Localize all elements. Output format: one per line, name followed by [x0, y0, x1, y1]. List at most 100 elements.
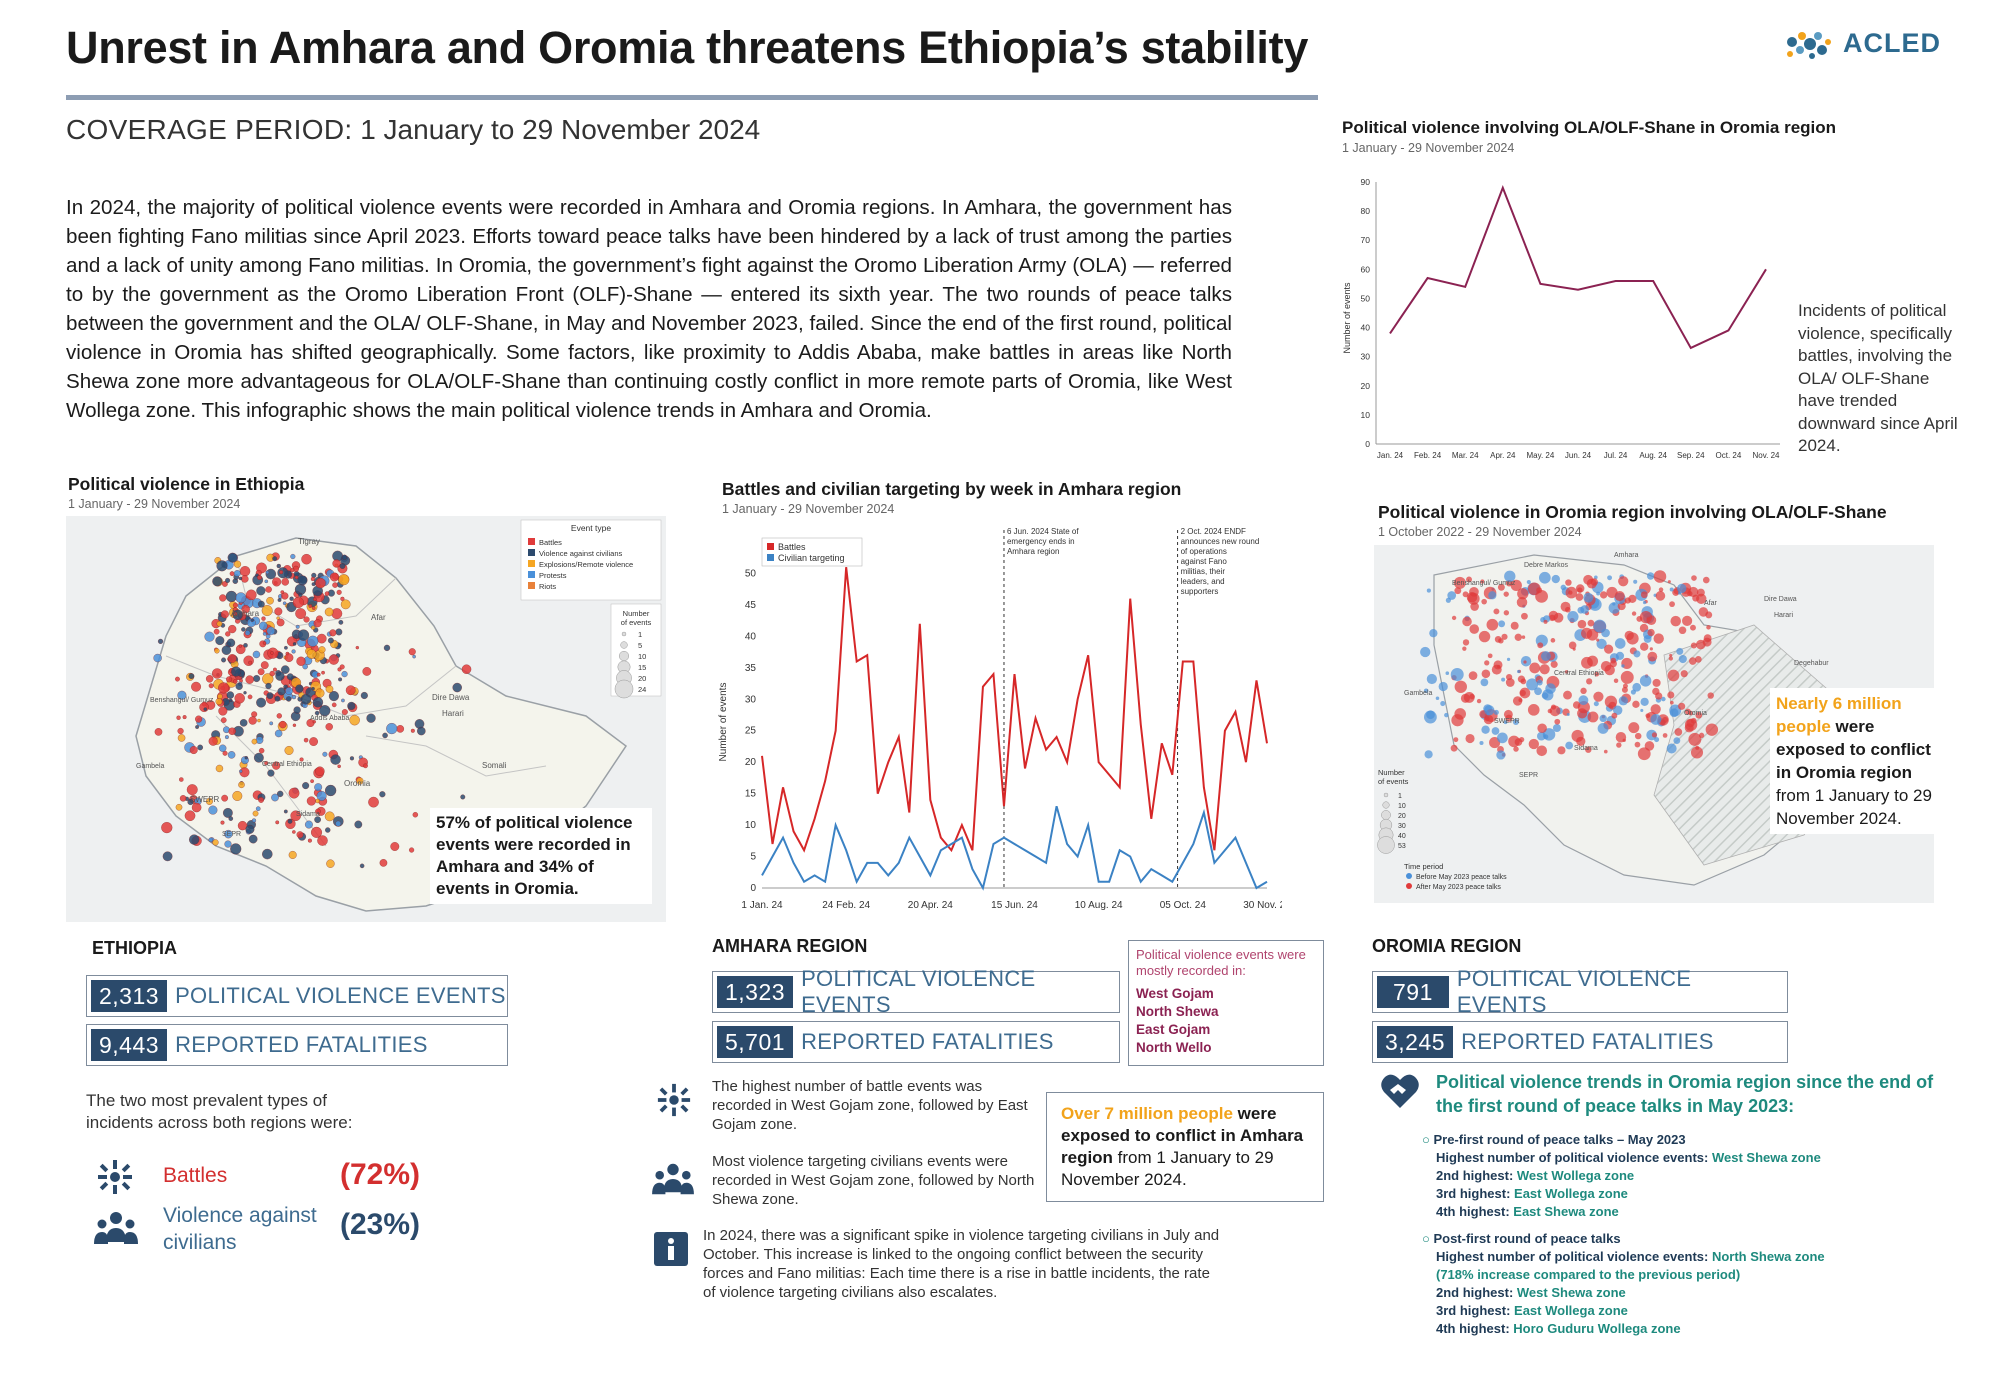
- event-dot: [272, 577, 282, 587]
- oromia-fatalities-label: REPORTED FATALITIES: [1461, 1029, 1714, 1054]
- oro-event-dot: [1666, 743, 1677, 754]
- event-dot: [332, 582, 338, 588]
- legend-label: Explosions/Remote violence: [539, 560, 633, 569]
- event-dot: [379, 791, 386, 798]
- event-dot: [248, 716, 257, 725]
- event-dot: [286, 673, 294, 681]
- oro-event-dot: [1684, 718, 1698, 731]
- oromia-event-dots: [1420, 570, 1719, 761]
- event-dot: [296, 831, 304, 839]
- oromia-map-callout: Nearly 6 million people were exposed to …: [1770, 688, 1942, 834]
- oro-event-dot: [1480, 678, 1489, 687]
- oro-event-dot: [1466, 576, 1473, 583]
- event-dot: [272, 556, 278, 562]
- event-dot: [417, 726, 426, 736]
- amhara-annotation-text: militias, their: [1181, 567, 1226, 576]
- event-dot: [303, 737, 309, 743]
- event-dot: [412, 812, 419, 818]
- event-dot: [325, 685, 334, 693]
- oro-event-dot: [1674, 728, 1683, 736]
- oro-event-dot: [1467, 592, 1480, 605]
- ola-y-tick: 40: [1361, 323, 1371, 333]
- oro-event-dot: [1447, 591, 1457, 600]
- event-dot: [319, 705, 331, 717]
- amhara-y-tick: 0: [750, 883, 756, 894]
- map-label-central: Central Ethiopia: [262, 761, 312, 768]
- oro-event-dot: [1590, 578, 1598, 586]
- event-dot: [225, 631, 231, 637]
- event-dot: [301, 554, 312, 565]
- pre-title: Pre-first round of peace talks – May 202…: [1433, 1132, 1686, 1147]
- event-dot: [257, 668, 265, 676]
- oro-label-oromia: Oromia: [1684, 710, 1707, 717]
- event-dot: [269, 721, 274, 726]
- ethiopia-fatalities-label: REPORTED FATALITIES: [175, 1032, 428, 1057]
- event-dot: [273, 667, 277, 672]
- event-dot: [289, 596, 294, 601]
- oro-event-dot: [1593, 691, 1604, 702]
- oro-event-dot: [1572, 701, 1581, 709]
- event-dot: [327, 637, 334, 644]
- oro-event-dot: [1512, 696, 1523, 706]
- event-dot: [338, 677, 343, 682]
- oro-event-dot: [1528, 738, 1540, 750]
- map-label-gambela: Gambela: [136, 763, 165, 770]
- amhara-exposed-bold: were exposed to conflict in Amhara regio…: [1061, 1104, 1304, 1167]
- event-dot: [360, 691, 368, 700]
- event-dot: [227, 751, 236, 759]
- coverage-period: COVERAGE PERIOD: 1 January to 29 Novembe…: [66, 114, 760, 146]
- amhara-weekly-chart: Number of events Battles Civilian target…: [718, 527, 1282, 911]
- event-dot: [256, 586, 266, 596]
- event-dot: [310, 576, 315, 582]
- event-dot: [224, 829, 233, 839]
- event-dot: [225, 577, 231, 583]
- legend-swatch: [528, 560, 535, 567]
- map-label-amhara: Amhara: [231, 609, 260, 618]
- amhara-events-number: 1,323: [717, 976, 794, 1008]
- oromia-map-subtitle: 1 October 2022 - 29 November 2024: [1378, 525, 1582, 539]
- oro-event-dot: [1594, 575, 1598, 580]
- intro-paragraph: In 2024, the majority of political viole…: [66, 195, 1232, 422]
- ola-y-tick: 0: [1365, 439, 1370, 449]
- event-dot: [290, 553, 296, 560]
- oromia-callout-rest: from 1 January to 29 November 2024.: [1776, 786, 1932, 828]
- oro-event-dot: [1684, 708, 1691, 715]
- oro-label-sepr: SEPR: [1519, 772, 1538, 779]
- ethiopia-map-legend: Event type Battles Violence against civil…: [520, 519, 662, 699]
- amhara-zones-title: Political violence events were mostly re…: [1136, 947, 1306, 978]
- ola-y-tick: 10: [1361, 410, 1371, 420]
- oro-event-dot: [1491, 727, 1500, 735]
- oromia-heading: OROMIA REGION: [1372, 936, 1522, 956]
- trend-row: Highest number of political violence eve…: [1436, 1149, 1942, 1167]
- oro-event-dot: [1517, 669, 1521, 674]
- event-dot: [208, 683, 214, 689]
- oro-event-dot: [1566, 713, 1570, 717]
- event-dot: [337, 764, 341, 769]
- oro-event-dot: [1667, 691, 1675, 699]
- oro-event-dot: [1646, 572, 1655, 580]
- trend-row-key: 3rd highest:: [1436, 1303, 1511, 1318]
- oro-event-dot: [1696, 588, 1705, 597]
- oro-event-dot: [1647, 628, 1655, 637]
- event-dot: [408, 648, 416, 656]
- event-dot: [272, 761, 281, 770]
- map-label-tigray: Tigray: [298, 537, 320, 546]
- oro-event-dot: [1587, 711, 1599, 723]
- event-dot: [265, 570, 270, 575]
- oro-event-dot: [1658, 587, 1664, 592]
- ethiopia-map-subtitle: 1 January - 29 November 2024: [68, 497, 241, 511]
- oro-event-dot: [1453, 576, 1466, 589]
- oro-event-dot: [1596, 591, 1601, 596]
- oro-event-dot: [1560, 584, 1567, 591]
- event-dot: [266, 596, 274, 605]
- oromia-events-number: 791: [1377, 976, 1449, 1008]
- oro-label-debremarkos: Debre Markos: [1524, 562, 1568, 569]
- trend-row: Highest number of political violence eve…: [1436, 1248, 1942, 1266]
- event-dot: [177, 734, 186, 742]
- event-dot: [331, 608, 343, 619]
- oro-event-dot: [1639, 675, 1652, 687]
- event-dot: [316, 672, 321, 677]
- type2-percent: (23%): [340, 1208, 421, 1241]
- amhara-x-tick: 24 Feb. 24: [822, 900, 870, 911]
- event-dot: [186, 784, 198, 796]
